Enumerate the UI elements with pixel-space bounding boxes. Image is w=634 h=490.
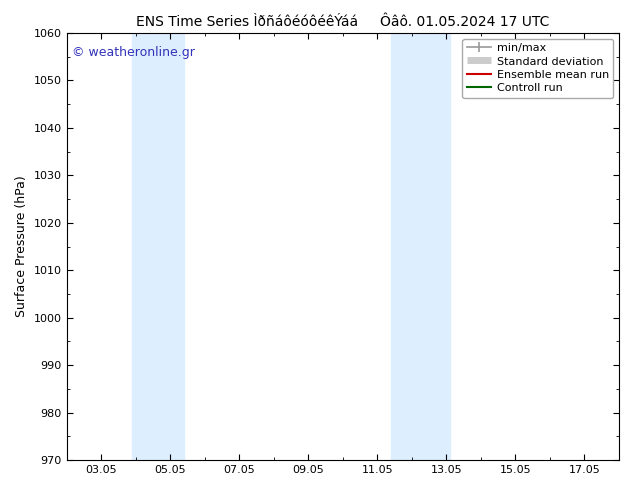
Legend: min/max, Standard deviation, Ensemble mean run, Controll run: min/max, Standard deviation, Ensemble me… [462,39,614,98]
Bar [391,33,450,460]
Bar [132,33,184,460]
Y-axis label: Surface Pressure (hPa): Surface Pressure (hPa) [15,176,28,318]
Text: © weatheronline.gr: © weatheronline.gr [72,46,195,59]
Title: ENS Time Series ÌðñáôéóôéêÝáá     Ôâô. 01.05.2024 17 UTC: ENS Time Series ÌðñáôéóôéêÝáá Ôâô. 01.05… [136,15,550,29]
